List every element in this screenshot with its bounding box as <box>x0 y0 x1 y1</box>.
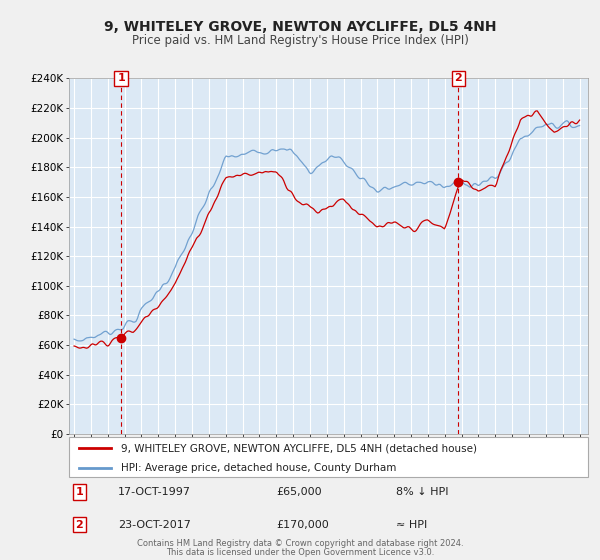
Text: 1: 1 <box>117 73 125 83</box>
Text: 9, WHITELEY GROVE, NEWTON AYCLIFFE, DL5 4NH: 9, WHITELEY GROVE, NEWTON AYCLIFFE, DL5 … <box>104 20 496 34</box>
Text: 23-OCT-2017: 23-OCT-2017 <box>118 520 191 530</box>
Text: HPI: Average price, detached house, County Durham: HPI: Average price, detached house, Coun… <box>121 463 396 473</box>
Text: £170,000: £170,000 <box>277 520 329 530</box>
Text: 8% ↓ HPI: 8% ↓ HPI <box>396 487 448 497</box>
Text: This data is licensed under the Open Government Licence v3.0.: This data is licensed under the Open Gov… <box>166 548 434 557</box>
Text: 17-OCT-1997: 17-OCT-1997 <box>118 487 191 497</box>
Text: Contains HM Land Registry data © Crown copyright and database right 2024.: Contains HM Land Registry data © Crown c… <box>137 539 463 548</box>
Text: 2: 2 <box>455 73 462 83</box>
Text: Price paid vs. HM Land Registry's House Price Index (HPI): Price paid vs. HM Land Registry's House … <box>131 34 469 46</box>
Text: 9, WHITELEY GROVE, NEWTON AYCLIFFE, DL5 4NH (detached house): 9, WHITELEY GROVE, NEWTON AYCLIFFE, DL5 … <box>121 443 477 453</box>
Text: 1: 1 <box>76 487 83 497</box>
Text: £65,000: £65,000 <box>277 487 322 497</box>
Text: ≈ HPI: ≈ HPI <box>396 520 427 530</box>
Text: 2: 2 <box>76 520 83 530</box>
